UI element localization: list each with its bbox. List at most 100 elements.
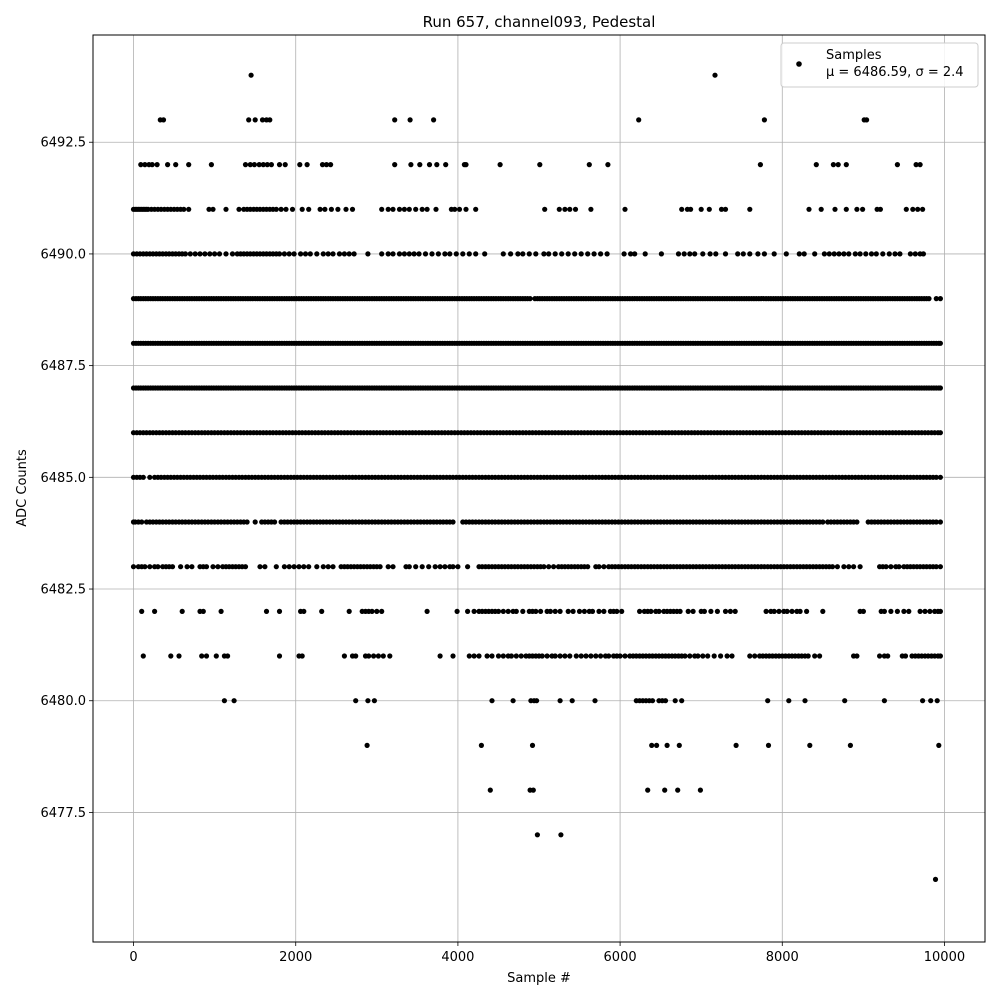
y-axis-label: ADC Counts [15, 449, 30, 527]
data-point [880, 251, 886, 257]
data-point [591, 251, 597, 257]
data-point [675, 787, 681, 793]
data-point [289, 206, 296, 212]
data-point [429, 251, 435, 257]
data-point [328, 206, 334, 212]
data-point [385, 251, 391, 257]
data-point [297, 162, 303, 168]
data-point [598, 653, 604, 659]
data-point [747, 251, 753, 257]
data-point [842, 698, 848, 704]
data-point [937, 519, 944, 525]
data-point [246, 117, 252, 123]
data-point [299, 653, 305, 659]
data-point [796, 251, 802, 257]
data-point [713, 251, 719, 257]
data-point [346, 608, 352, 615]
data-point [505, 608, 511, 615]
data-point [570, 608, 576, 615]
data-point [510, 698, 516, 704]
data-point [933, 564, 939, 570]
data-point [557, 698, 563, 704]
data-point [829, 564, 836, 570]
data-point [478, 742, 484, 749]
data-point [500, 608, 506, 615]
data-point [722, 251, 729, 257]
data-point [843, 206, 849, 212]
data-point [432, 564, 438, 570]
data-point [820, 519, 826, 525]
data-point [365, 251, 371, 257]
data-point [263, 608, 270, 615]
data-point [213, 653, 219, 659]
data-point [551, 564, 557, 570]
data-point [186, 206, 192, 212]
data-point [877, 206, 884, 212]
data-point [513, 653, 519, 659]
data-point [727, 608, 734, 615]
data-point [685, 608, 691, 615]
data-point [533, 251, 539, 257]
data-point [585, 564, 591, 570]
data-point [454, 608, 460, 615]
data-point [390, 564, 396, 570]
data-point [567, 653, 573, 659]
data-point [273, 206, 279, 212]
data-point [518, 653, 524, 659]
data-point [755, 251, 761, 257]
data-point [542, 206, 548, 212]
data-point [212, 251, 218, 257]
data-point [184, 564, 190, 570]
data-point [273, 564, 279, 570]
x-axis-ticks: 0 2000 4000 6000 8000 10000 [129, 942, 965, 965]
data-point [317, 206, 323, 212]
data-point [251, 162, 257, 168]
data-point [864, 117, 870, 123]
data-point [679, 206, 685, 212]
data-point [392, 117, 398, 123]
data-point [401, 251, 407, 257]
x-tick-label: 2000 [279, 950, 312, 965]
data-point [406, 564, 412, 570]
data-point [761, 117, 768, 123]
data-point [706, 206, 712, 212]
data-point [450, 564, 456, 570]
data-point [130, 564, 137, 570]
data-point [695, 653, 701, 659]
data-point [424, 608, 430, 615]
data-point [662, 787, 668, 793]
data-point [860, 206, 866, 212]
data-point [920, 206, 926, 212]
data-point [291, 251, 297, 257]
data-point [495, 653, 502, 659]
data-point [314, 564, 320, 570]
data-point [407, 117, 413, 123]
data-point [604, 251, 610, 257]
data-point [857, 251, 863, 257]
data-point [306, 206, 312, 212]
data-point [335, 206, 341, 212]
data-point [229, 251, 236, 257]
data-point [932, 876, 939, 883]
data-point [622, 206, 628, 212]
data-point [537, 162, 543, 168]
data-point [897, 251, 903, 257]
data-point [562, 206, 568, 212]
data-point [883, 564, 889, 570]
data-point [138, 162, 144, 168]
data-point [892, 251, 898, 257]
data-point [176, 653, 182, 659]
data-point [877, 653, 883, 659]
data-point [319, 608, 325, 615]
data-point [291, 564, 297, 570]
data-point [714, 608, 721, 615]
data-point [276, 608, 283, 615]
data-point [873, 251, 879, 257]
data-point [208, 162, 214, 168]
data-point [433, 206, 439, 212]
data-point [336, 251, 343, 257]
data-point [724, 653, 730, 659]
data-point [353, 653, 359, 659]
data-point [346, 251, 352, 257]
